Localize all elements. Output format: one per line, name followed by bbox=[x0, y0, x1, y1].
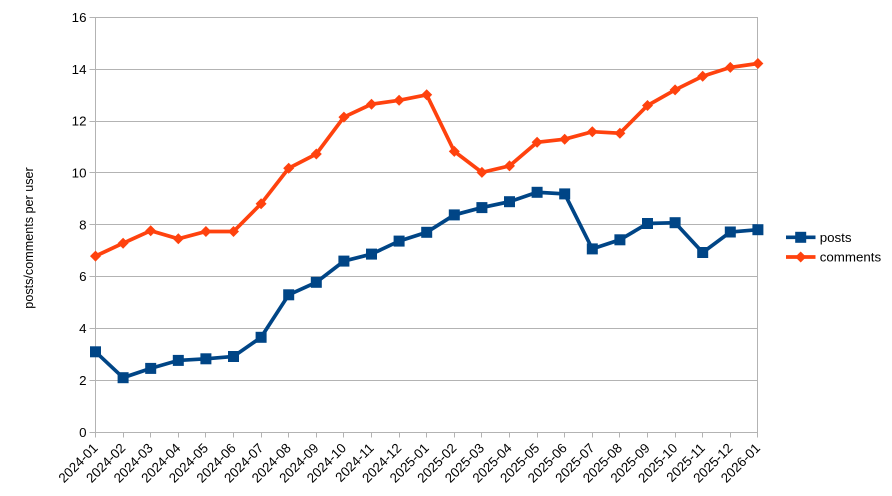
svg-text:posts: posts bbox=[820, 230, 852, 245]
svg-text:4: 4 bbox=[79, 321, 87, 336]
svg-text:16: 16 bbox=[72, 10, 87, 25]
svg-text:12: 12 bbox=[72, 114, 87, 129]
svg-text:comments: comments bbox=[820, 250, 882, 265]
svg-text:8: 8 bbox=[79, 217, 86, 232]
svg-text:10: 10 bbox=[72, 166, 87, 181]
svg-text:14: 14 bbox=[72, 62, 87, 77]
svg-text:2: 2 bbox=[79, 373, 86, 388]
svg-text:6: 6 bbox=[79, 269, 86, 284]
svg-text:posts/comments per user: posts/comments per user bbox=[22, 167, 36, 308]
svg-text:0: 0 bbox=[79, 425, 86, 440]
